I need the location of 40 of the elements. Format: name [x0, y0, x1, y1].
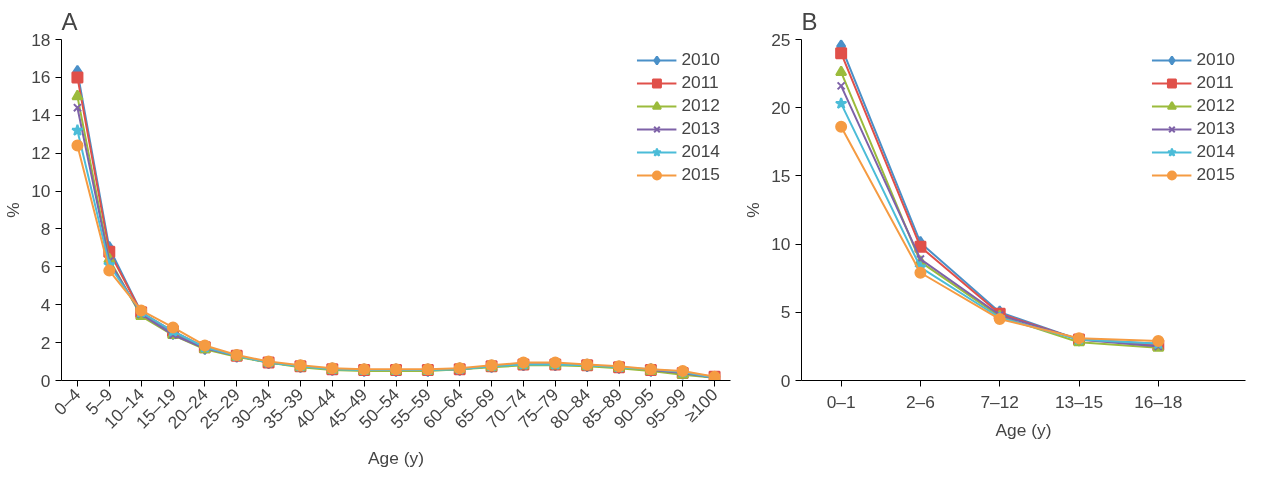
x-tick-label: 0–4 — [49, 384, 85, 420]
x-axis-title: Age (y) — [368, 447, 424, 468]
legend-label: 2013 — [681, 118, 720, 139]
x-tick-label: 13–15 — [1054, 391, 1104, 412]
y-tick-label: 16 — [31, 67, 51, 88]
legend-label: 2014 — [681, 141, 720, 162]
chart-title: B — [801, 7, 818, 35]
legend-label: 2015 — [1196, 164, 1235, 185]
legend-label: 2012 — [681, 95, 720, 116]
x-tick-label: 16–18 — [1134, 391, 1183, 412]
y-tick-label: 20 — [771, 97, 791, 118]
y-tick-label: 2 — [40, 332, 51, 353]
legend-label: 2010 — [1196, 49, 1235, 70]
x-axis-title: Age (y) — [995, 419, 1052, 440]
y-tick-label: 25 — [771, 29, 791, 50]
legend-label: 2010 — [681, 49, 720, 70]
legend-label: 2015 — [681, 164, 720, 185]
x-tick-label: 0–1 — [826, 391, 856, 412]
y-tick-label: 5 — [780, 302, 791, 323]
legend-label: 2012 — [1196, 95, 1235, 116]
chart-title: A — [61, 7, 78, 35]
y-tick-label: 18 — [31, 29, 51, 50]
legend-label: 2014 — [1196, 141, 1235, 162]
y-tick-label: 6 — [40, 256, 51, 277]
legend-label: 2011 — [681, 72, 719, 93]
x-tick-label: 2–6 — [905, 391, 935, 412]
y-tick-label: 10 — [771, 234, 791, 255]
y-tick-label: 0 — [780, 370, 791, 391]
y-tick-label: 12 — [31, 143, 51, 164]
y-tick-label: 0 — [40, 370, 51, 391]
y-tick-label: 14 — [31, 105, 51, 126]
y-tick-label: 4 — [40, 294, 51, 315]
legend-label: 2013 — [1196, 118, 1235, 139]
y-axis-title: % — [743, 202, 764, 218]
x-tick-label: 7–12 — [980, 391, 1019, 412]
y-tick-label: 8 — [40, 218, 51, 239]
y-tick-label: 15 — [771, 165, 791, 186]
y-axis-title: % — [3, 202, 24, 218]
legend-label: 2011 — [1196, 72, 1234, 93]
y-tick-label: 10 — [31, 181, 51, 202]
